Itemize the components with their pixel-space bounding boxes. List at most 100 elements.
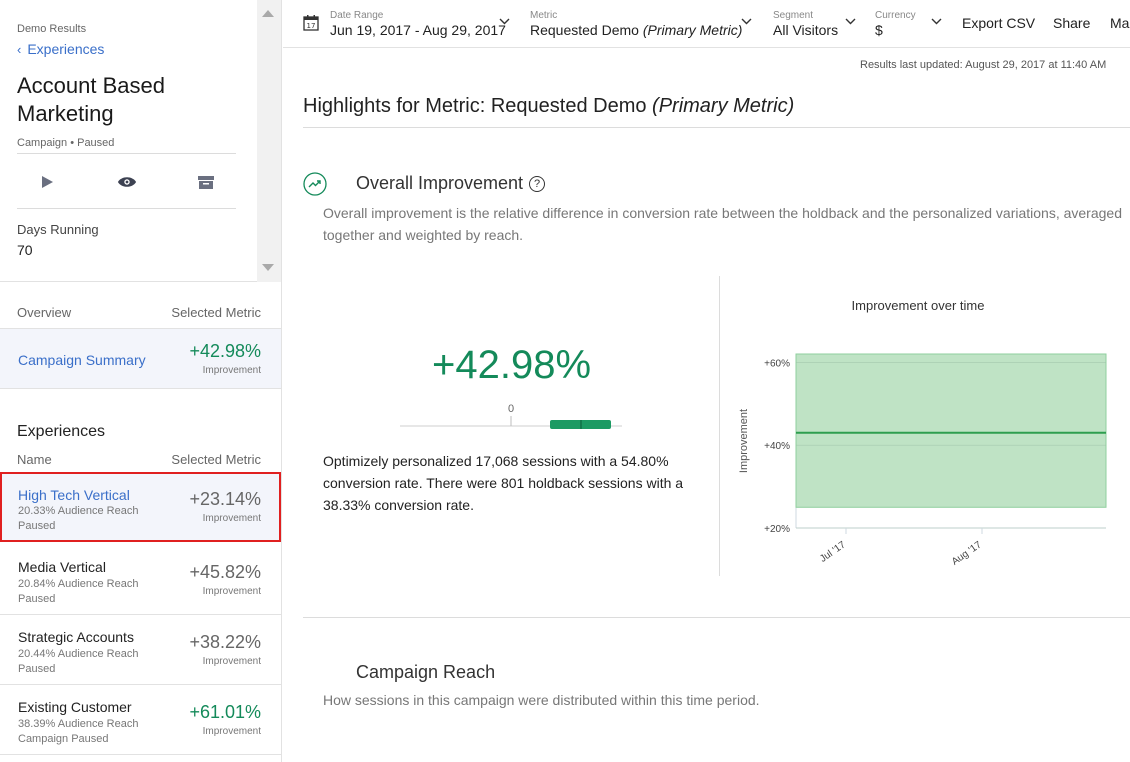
experience-name: High Tech Vertical [18,487,130,503]
help-icon[interactable]: ? [529,175,546,192]
experience-reach: 38.39% Audience Reach [18,718,139,730]
metric-value: Requested Demo [530,22,639,38]
metric-value: +23.14% [189,489,261,509]
zero-label: 0 [508,403,514,415]
segment-label: Segment [773,10,814,21]
export-csv-button[interactable]: Export CSV [962,15,1036,31]
experience-reach: 20.44% Audience Reach [18,648,139,660]
sidebar: Demo Results ‹ Experiences Account Based… [0,0,282,762]
divider [719,276,720,576]
archive-icon [198,176,214,189]
experience-status: Paused [18,663,56,675]
play-button[interactable] [37,172,57,192]
experience-row-strategic-accounts[interactable]: Strategic Accounts 20.44% Audience Reach… [0,615,281,685]
experience-status: Campaign Paused [18,733,109,745]
experience-status: Paused [18,520,56,532]
archive-button[interactable] [196,172,216,192]
segment-dropdown[interactable]: Segment All Visitors [773,10,838,38]
experience-name: Strategic Accounts [18,629,134,645]
x-tick-label: Aug '17 [950,539,984,568]
segment-value: All Visitors [773,22,839,38]
currency-label: Currency [875,10,916,21]
metric-label: Improvement [202,656,261,667]
experience-row-existing-customer[interactable]: Existing Customer 38.39% Audience Reach … [0,685,281,755]
experience-reach: 20.84% Audience Reach [18,578,139,590]
days-running-value: 70 [17,242,33,258]
metric-dropdown[interactable]: Metric Requested Demo (Primary Metric) [530,10,742,38]
chart-title: Improvement over time [851,298,985,313]
y-axis-label: Improvement [738,409,750,473]
experience-name: Existing Customer [18,699,132,715]
campaign-summary-row[interactable]: Campaign Summary +42.98% Improvement [0,328,281,389]
metric-label: Improvement [202,365,261,376]
breadcrumb: Demo Results [17,23,87,35]
improvement-over-time-chart: +60% +40% +20% Improvement Jul '17 Aug '17 [738,353,1107,568]
date-range-label: Date Range [330,10,384,21]
experience-metric: +61.01% Improvement [189,702,261,737]
experiences-header: Name Selected Metric [17,452,261,467]
overall-improvement-title: Overall Improvement [356,173,524,193]
selected-metric-header: Selected Metric [171,305,261,320]
chevron-left-icon: ‹ [17,41,22,57]
chevron-down-icon[interactable] [499,18,510,25]
date-range-dropdown[interactable]: Date Range Jun 19, 2017 - Aug 29, 2017 [330,10,506,38]
svg-text:17: 17 [307,22,316,30]
play-icon [42,176,53,188]
divider [303,617,1130,618]
improvement-range-bar: 0 [400,403,622,429]
confidence-band [795,353,1107,508]
y-tick-label: +20% [764,524,790,535]
chevron-down-icon[interactable] [931,18,942,25]
overview-header: Overview Selected Metric [17,305,261,320]
selected-metric-header: Selected Metric [171,452,261,467]
campaign-reach-title: Campaign Reach [356,662,496,682]
name-header: Name [17,452,52,467]
metric-suffix: (Primary Metric) [642,22,743,38]
highlights-heading: Highlights for Metric: Requested Demo (P… [303,95,794,118]
y-tick-label: +60% [764,358,790,369]
highlights-prefix: Highlights for Metric: Requested Demo [303,95,647,117]
scroll-up-arrow-icon[interactable] [262,10,274,17]
preview-button[interactable] [117,172,137,192]
scroll-down-arrow-icon[interactable] [262,264,274,271]
divider [17,153,236,154]
experience-row-media-vertical[interactable]: Media Vertical 20.84% Audience Reach Pau… [0,545,281,615]
divider [17,208,236,209]
overall-improvement-heading: Overall Improvement ? [356,173,546,194]
campaign-reach-description: How sessions in this campaign were distr… [323,692,760,708]
metric-value: +42.98% [189,341,261,361]
calendar-icon[interactable]: 17 [303,14,319,31]
manage-button[interactable]: Man [1110,15,1130,31]
results-summary-text: Optimizely personalized 17,068 sessions … [323,453,684,513]
experience-name: Media Vertical [18,559,106,575]
share-button[interactable]: Share [1053,15,1091,31]
trend-up-icon [303,172,327,196]
currency-dropdown[interactable]: Currency $ [875,10,916,38]
campaign-summary-label: Campaign Summary [18,352,146,368]
experience-status: Paused [18,593,56,605]
chevron-down-icon[interactable] [845,18,856,25]
metric-value: +38.22% [189,632,261,652]
back-link-label: Experiences [27,41,105,57]
metric-value: +45.82% [189,562,261,582]
chevron-down-icon[interactable] [741,18,752,25]
overall-improvement-value: +42.98% [432,343,592,387]
experience-row-high-tech-vertical[interactable]: High Tech Vertical 20.33% Audience Reach… [0,472,281,542]
metric-label: Improvement [202,586,261,597]
sidebar-scrollbar[interactable] [257,0,281,282]
campaign-title: Account Based Marketing [17,73,165,126]
results-toolbar: 17 Date Range Jun 19, 2017 - Aug 29, 201… [283,0,1130,48]
metric-label: Improvement [202,726,261,737]
divider [303,127,1130,128]
results-updated-text: Results last updated: August 29, 2017 at… [860,59,1107,71]
overall-improvement-description: Overall improvement is the relative diff… [323,205,1122,243]
experience-reach: 20.33% Audience Reach [18,505,139,517]
back-to-experiences-link[interactable]: ‹ Experiences [17,41,104,57]
x-tick-label: Jul '17 [818,539,848,565]
experience-metric: +38.22% Improvement [189,632,261,667]
date-range-value: Jun 19, 2017 - Aug 29, 2017 [330,22,506,38]
campaign-header: Demo Results ‹ Experiences Account Based… [0,0,281,282]
experience-metric: +23.14% Improvement [189,489,261,524]
experiences-title: Experiences [17,423,106,440]
y-tick-label: +40% [764,441,790,452]
